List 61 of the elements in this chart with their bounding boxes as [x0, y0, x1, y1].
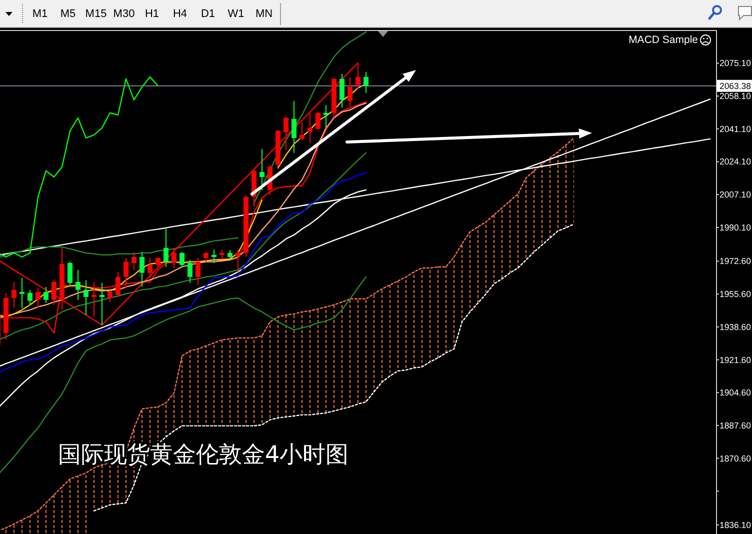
- y-tick-label: 1887.60: [720, 420, 752, 430]
- candlestick: [284, 116, 288, 150]
- candlestick: [156, 256, 160, 268]
- text: M30: [113, 8, 135, 20]
- candlestick: [68, 261, 72, 286]
- candlestick: [364, 71, 368, 94]
- candlestick: [44, 286, 48, 304]
- candlestick: [236, 249, 240, 272]
- candlestick: [260, 148, 264, 190]
- text: M1: [32, 8, 48, 20]
- candlestick: [92, 281, 96, 318]
- candlestick: [12, 281, 16, 308]
- y-tick-label: 1870.60: [720, 453, 752, 464]
- text: W1: [228, 8, 244, 20]
- y-tick-label: 1938.60: [720, 322, 752, 332]
- y-tick-label: 2007.10: [720, 190, 752, 200]
- candlestick: [100, 282, 104, 326]
- text: M5: [60, 8, 76, 20]
- text: H1: [144, 8, 160, 20]
- y-tick-label: 1836.10: [720, 520, 752, 530]
- y-tick-label: 2075.10: [720, 58, 752, 68]
- ref-line-label: 2063.38: [720, 80, 752, 91]
- text: D1: [200, 8, 216, 20]
- candlestick: [228, 249, 232, 260]
- y-tick-label: 1921.60: [720, 354, 752, 365]
- candlestick: [196, 257, 200, 286]
- candlestick: [164, 227, 168, 268]
- candlestick: [124, 257, 128, 288]
- candlestick: [204, 251, 208, 262]
- y-tick-label: 1904.60: [720, 388, 752, 398]
- candlestick: [172, 247, 176, 268]
- candlestick: [316, 111, 320, 130]
- candlestick: [116, 271, 120, 298]
- y-tick-label: 2058.10: [720, 91, 752, 102]
- candlestick: [340, 73, 344, 108]
- candlestick: [20, 277, 24, 308]
- candlestick: [36, 287, 40, 308]
- y-tick-label: 2024.10: [720, 156, 752, 167]
- candlestick: [84, 279, 88, 316]
- candlestick: [308, 112, 312, 144]
- candlestick: [292, 100, 296, 154]
- y-tick-label: 1990.10: [720, 222, 752, 232]
- text: MN: [255, 8, 273, 20]
- candlestick: [52, 279, 56, 306]
- candlestick: [212, 249, 216, 264]
- annotation: MACD Sample: [628, 34, 698, 46]
- y-tick-label: 1972.60: [720, 256, 752, 266]
- candlestick: [324, 104, 328, 130]
- candlestick: [148, 257, 152, 278]
- candlestick: [140, 251, 144, 288]
- candlestick: [108, 289, 112, 302]
- y-tick-label: 2041.10: [720, 124, 752, 134]
- candlestick: [132, 251, 136, 270]
- candlestick: [300, 121, 304, 140]
- text: M15: [85, 8, 107, 20]
- candlestick: [76, 269, 80, 300]
- text: H4: [172, 8, 188, 20]
- candlestick: [188, 259, 192, 284]
- candlestick: [180, 251, 184, 268]
- candlestick: [28, 289, 32, 306]
- y-tick-label: 1955.60: [720, 289, 752, 300]
